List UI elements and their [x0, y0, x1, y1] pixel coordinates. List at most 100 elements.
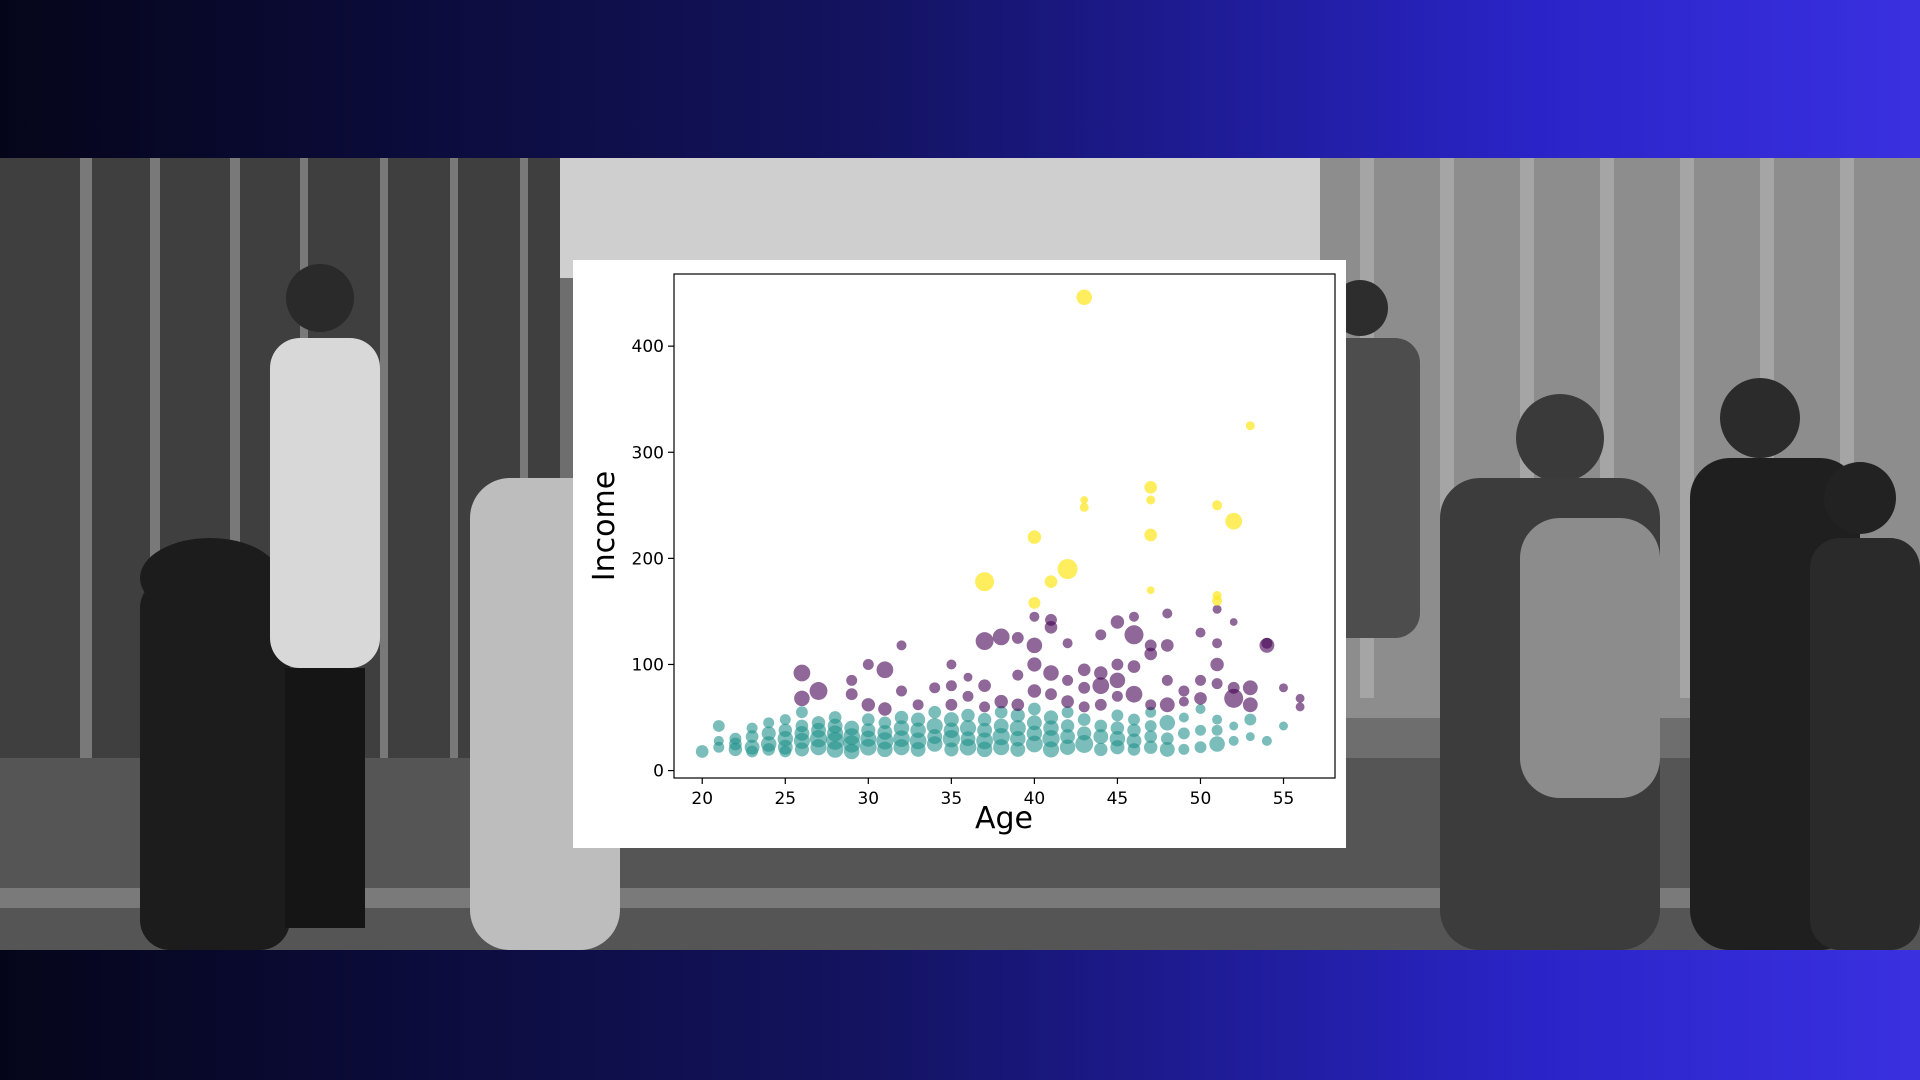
data-point — [1143, 740, 1158, 754]
data-point — [1009, 720, 1026, 737]
data-point — [1244, 713, 1257, 726]
data-point — [795, 719, 809, 733]
data-point — [1093, 729, 1109, 745]
data-point — [793, 664, 811, 682]
data-point — [778, 723, 793, 738]
data-point — [1079, 502, 1089, 512]
x-tick-label: 20 — [691, 789, 713, 809]
data-point — [1279, 683, 1288, 693]
chart-card: 20 25 30 35 40 45 50 55 0 100 200 300 400 Age Incom… — [573, 260, 1346, 848]
data-point — [745, 730, 759, 743]
data-point — [1011, 698, 1025, 712]
data-point — [1094, 698, 1107, 711]
data-point — [1124, 625, 1144, 645]
data-point — [1295, 702, 1305, 712]
data-point — [1078, 681, 1091, 694]
data-point — [1212, 638, 1223, 649]
data-point — [844, 720, 860, 736]
data-point — [1261, 637, 1273, 649]
data-point — [1229, 618, 1238, 626]
data-point — [992, 727, 1010, 746]
data-point — [1094, 742, 1108, 757]
data-point — [1029, 611, 1040, 622]
data-point — [1078, 701, 1090, 713]
data-point — [1160, 732, 1174, 746]
data-point — [1178, 685, 1190, 697]
data-point — [1026, 637, 1043, 654]
data-point — [959, 720, 977, 737]
x-tick-label: 50 — [1190, 789, 1212, 809]
data-point — [1279, 721, 1288, 731]
data-point — [1245, 421, 1255, 431]
data-point — [994, 694, 1008, 709]
data-point — [1212, 591, 1222, 600]
data-point — [1111, 658, 1124, 671]
data-point — [1095, 629, 1107, 641]
data-point — [1111, 690, 1123, 702]
data-point — [896, 640, 907, 651]
data-point — [1159, 741, 1175, 757]
data-point — [828, 711, 842, 724]
data-point — [1045, 613, 1057, 626]
data-point — [761, 726, 776, 741]
data-point — [1195, 704, 1206, 714]
data-point — [1127, 723, 1141, 738]
data-point — [779, 714, 791, 726]
y-axis-ticks: 0 100 200 300 400 — [632, 337, 674, 782]
data-point — [1109, 672, 1126, 689]
data-point — [1077, 663, 1091, 677]
data-point — [1011, 631, 1024, 644]
data-point — [1161, 674, 1173, 686]
data-point — [1010, 741, 1026, 757]
data-point — [1060, 729, 1076, 745]
data-point — [713, 735, 724, 746]
data-point — [795, 706, 808, 719]
x-tick-label: 45 — [1107, 789, 1129, 809]
data-point — [762, 743, 776, 756]
data-point — [978, 679, 991, 693]
data-point — [845, 688, 858, 701]
data-point — [1211, 678, 1223, 690]
data-point — [994, 705, 1008, 719]
data-point — [912, 699, 924, 711]
data-point — [1212, 604, 1222, 614]
data-point — [1028, 596, 1041, 609]
data-point — [1146, 586, 1155, 595]
data-point — [976, 732, 993, 750]
data-point — [1044, 575, 1058, 589]
data-point — [1094, 719, 1108, 733]
y-tick-label: 100 — [632, 655, 664, 675]
data-point — [1045, 688, 1057, 701]
data-point — [1027, 657, 1042, 672]
scatter-chart: 20 25 30 35 40 45 50 55 0 100 200 300 400 Age Incom… — [587, 273, 1336, 836]
y-axis-label: Income — [587, 471, 622, 581]
data-point — [1076, 289, 1092, 306]
y-tick-label: 300 — [632, 443, 664, 463]
data-point — [1110, 721, 1125, 735]
y-tick-label: 400 — [632, 337, 664, 357]
data-point — [1062, 638, 1073, 649]
data-point — [1195, 674, 1206, 686]
data-point — [1229, 721, 1239, 731]
data-point — [809, 682, 828, 700]
scatter-points — [695, 289, 1305, 760]
data-point — [1228, 735, 1239, 746]
data-point — [1128, 713, 1140, 726]
x-tick-label: 40 — [1024, 789, 1046, 809]
data-point — [1225, 512, 1243, 530]
data-point — [1144, 647, 1158, 661]
data-point — [1057, 559, 1078, 579]
data-point — [992, 628, 1010, 646]
data-point — [746, 722, 758, 734]
data-point — [846, 674, 858, 686]
data-point — [1212, 500, 1223, 511]
data-point — [1010, 708, 1025, 723]
data-point — [1146, 495, 1156, 505]
data-point — [794, 690, 810, 707]
data-point — [1060, 719, 1075, 733]
data-point — [1109, 730, 1126, 747]
data-point — [1162, 608, 1173, 619]
data-point — [877, 724, 893, 740]
x-tick-label: 55 — [1273, 789, 1295, 809]
data-point — [1027, 684, 1042, 698]
